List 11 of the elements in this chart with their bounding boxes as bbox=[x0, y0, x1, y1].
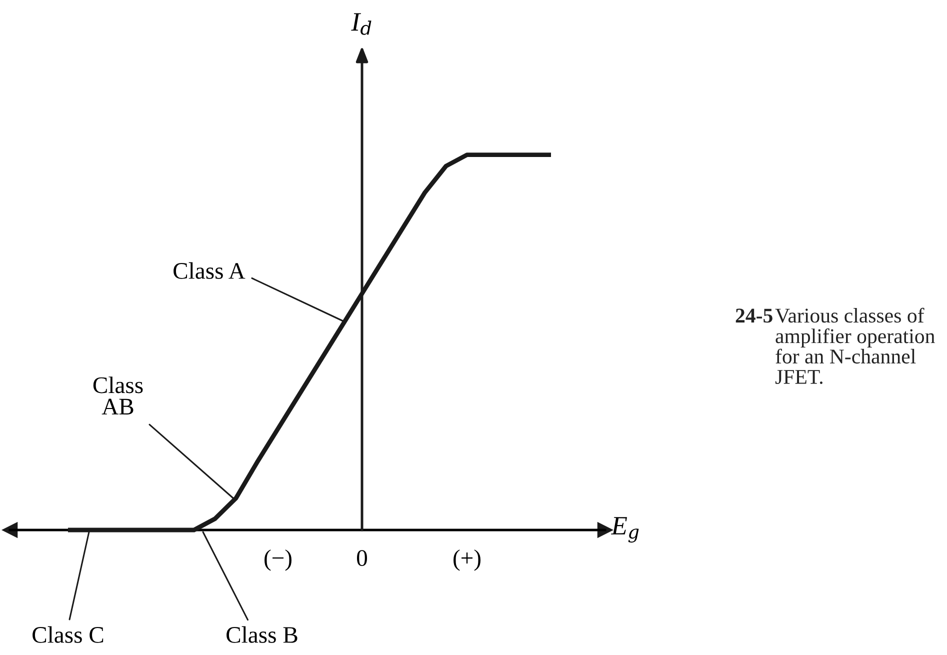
y-axis-title: I$_{d}$ bbox=[351, 13, 372, 35]
x-tick-label: 0 bbox=[356, 550, 368, 566]
x-axis-title: E$_{g}$ bbox=[611, 517, 639, 543]
x-tick-label: (−) bbox=[264, 549, 292, 571]
annotation: Class A bbox=[174, 262, 246, 279]
text: Class C bbox=[32, 626, 104, 643]
x-tick-label: (+) bbox=[454, 549, 480, 571]
text: 24-5 bbox=[736, 308, 772, 323]
text: Class B bbox=[226, 626, 298, 643]
text: Various classes of amplifier operation for an N-channel JFET. bbox=[775, 308, 935, 384]
annotation: Class AB bbox=[93, 376, 143, 414]
